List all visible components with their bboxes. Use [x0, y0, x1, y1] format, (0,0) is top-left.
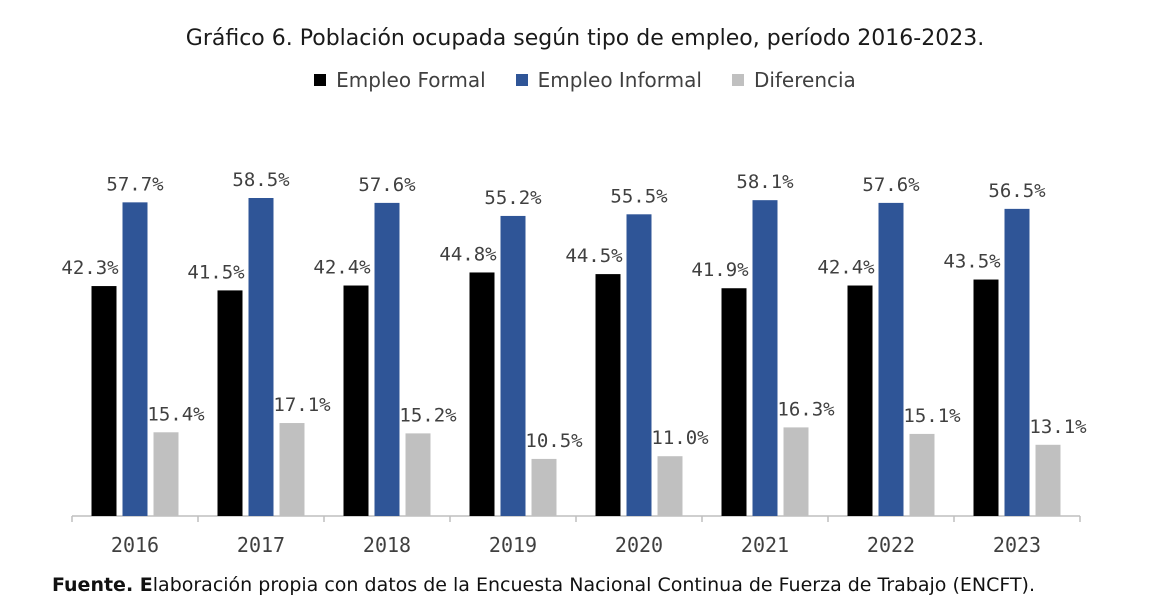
bar-2016-1 [122, 202, 148, 516]
data-label-2018-1: 57.6% [358, 174, 416, 196]
data-label-2018-2: 15.2% [399, 404, 457, 426]
bar-2019-1 [500, 215, 526, 516]
data-label-2020-2: 11.0% [651, 427, 709, 449]
legend-item-formal: Empleo Formal [314, 68, 486, 92]
legend-swatch-diferencia [731, 74, 744, 86]
x-tick-label-2017: 2017 [237, 533, 285, 557]
bar-2023-0 [973, 279, 999, 516]
data-label-2022-1: 57.6% [862, 174, 920, 196]
bar-2017-0 [217, 290, 243, 516]
bar-2022-1 [878, 202, 904, 516]
legend-label-informal: Empleo Informal [537, 68, 702, 92]
bar-2022-2 [909, 433, 935, 516]
data-label-2023-0: 43.5% [943, 251, 1001, 273]
data-label-2020-0: 44.5% [565, 245, 623, 267]
x-tick-label-2016: 2016 [111, 533, 159, 557]
data-label-2023-1: 56.5% [988, 180, 1046, 202]
chart-title: Gráfico 6. Población ocupada según tipo … [185, 26, 985, 51]
data-label-2016-1: 57.7% [106, 173, 164, 195]
data-label-2016-2: 15.4% [147, 403, 205, 425]
bar-2018-2 [405, 433, 431, 516]
bar-2016-0 [91, 286, 117, 516]
legend-swatch-informal [515, 74, 528, 86]
data-label-2019-0: 44.8% [439, 243, 497, 265]
source-label: Fuente. E [52, 574, 153, 596]
bar-2022-0 [847, 285, 873, 516]
bar-2018-1 [374, 202, 400, 516]
x-tick-label-2019: 2019 [489, 533, 537, 557]
data-label-2017-0: 41.5% [187, 261, 245, 283]
legend-item-diferencia: Diferencia [731, 68, 856, 92]
bar-2016-2 [153, 432, 179, 516]
bar-2017-1 [248, 198, 274, 516]
chart-legend: Empleo Formal Empleo Informal Diferencia [0, 68, 1170, 92]
bar-2021-1 [752, 200, 778, 516]
data-label-2017-2: 17.1% [273, 394, 331, 416]
bar-2019-0 [469, 272, 495, 516]
data-label-2022-2: 15.1% [903, 405, 961, 427]
bar-2020-2 [657, 456, 683, 516]
data-label-2019-1: 55.2% [484, 187, 542, 209]
x-tick-label-2018: 2018 [363, 533, 411, 557]
bar-2019-2 [531, 458, 557, 516]
data-label-2023-2: 13.1% [1029, 416, 1087, 438]
bar-2023-2 [1035, 444, 1061, 516]
legend-swatch-formal [314, 74, 327, 86]
bar-2023-1 [1004, 208, 1030, 516]
source-note: Fuente. Elaboración propia con datos de … [52, 574, 1035, 596]
data-label-2018-0: 42.4% [313, 257, 371, 279]
legend-item-informal: Empleo Informal [515, 68, 702, 92]
data-label-2017-1: 58.5% [232, 169, 290, 191]
data-label-2021-2: 16.3% [777, 398, 835, 420]
bar-2020-1 [626, 214, 652, 517]
x-tick-label-2022: 2022 [867, 533, 915, 557]
source-text: laboración propia con datos de la Encues… [152, 574, 1036, 596]
x-tick-label-2023: 2023 [993, 533, 1041, 557]
data-label-2022-0: 42.4% [817, 257, 875, 279]
legend-label-formal: Empleo Formal [336, 68, 486, 92]
bar-2018-0 [343, 285, 369, 516]
bar-2017-2 [279, 423, 305, 516]
data-label-2020-1: 55.5% [610, 185, 668, 207]
x-tick-label-2020: 2020 [615, 533, 663, 557]
data-label-2021-1: 58.1% [736, 171, 794, 193]
bar-2021-2 [783, 427, 809, 516]
legend-label-diferencia: Diferencia [753, 68, 856, 92]
data-label-2021-0: 41.9% [691, 259, 749, 281]
data-label-2019-2: 10.5% [525, 430, 583, 452]
bar-2021-0 [721, 288, 747, 516]
bar-2020-0 [595, 274, 621, 516]
x-tick-label-2021: 2021 [741, 533, 789, 557]
data-label-2016-0: 42.3% [61, 257, 119, 279]
